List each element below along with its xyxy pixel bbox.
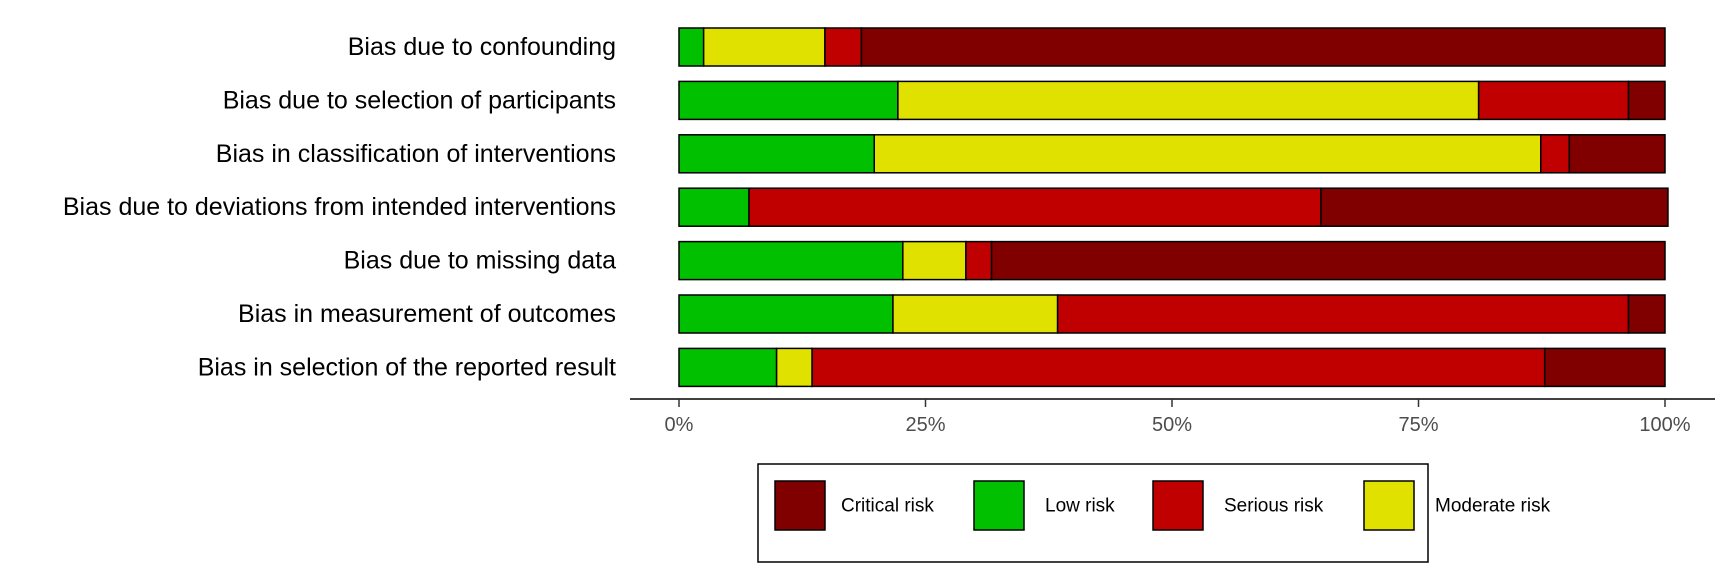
bar-segment-low-risk <box>678 347 778 388</box>
bar-segment-moderate-risk <box>775 347 813 388</box>
bars-group <box>678 27 1669 388</box>
bar-segment-critical-risk <box>1320 187 1669 227</box>
category-label: Bias due to confounding <box>348 33 616 61</box>
x-tick-label: 25% <box>905 414 945 436</box>
bar-segment-critical-risk <box>990 240 1666 281</box>
category-label: Bias in measurement of outcomes <box>238 300 616 328</box>
x-tick-label: 0% <box>665 414 694 436</box>
category-label: Bias in classification of interventions <box>216 140 616 168</box>
bar-segment-low-risk <box>678 134 875 174</box>
x-tick-label: 50% <box>1152 414 1192 436</box>
bar-segment-critical-risk <box>1543 347 1666 388</box>
bar-segment-low-risk <box>678 27 705 67</box>
bar-segment-serious-risk <box>965 240 993 281</box>
legend-key-low-risk <box>973 480 1025 531</box>
bar-segment-serious-risk <box>824 27 863 67</box>
legend-label: Serious risk <box>1224 496 1324 517</box>
bar-segment-low-risk <box>678 294 894 334</box>
bar-segment-critical-risk <box>860 27 1666 67</box>
bar-segment-moderate-risk <box>897 80 1480 121</box>
bar-segment-critical-risk <box>1568 134 1666 174</box>
legend: Critical risk Low risk Serious risk Moderat… <box>757 463 1551 563</box>
bar-segment-serious-risk <box>1540 134 1571 174</box>
bar-segment-low-risk <box>678 240 904 281</box>
legend-key-serious-risk <box>1152 480 1204 531</box>
bar-segment-moderate-risk <box>702 27 826 67</box>
bar-segment-critical-risk <box>1627 80 1666 121</box>
bar-segment-moderate-risk <box>873 134 1542 174</box>
category-label: Bias due to selection of participants <box>223 86 616 114</box>
category-labels: Bias due to confounding Bias due to selec… <box>63 33 616 381</box>
bar-segment-serious-risk <box>811 347 1546 388</box>
legend-label: Low risk <box>1045 496 1115 517</box>
legend-label: Critical risk <box>841 496 934 517</box>
category-label: Bias due to deviations from intended int… <box>63 193 616 221</box>
legend-box <box>757 463 1429 563</box>
bar-segment-moderate-risk <box>902 240 967 281</box>
legend-label: Moderate risk <box>1435 496 1551 517</box>
category-label: Bias in selection of the reported result <box>198 353 616 381</box>
x-axis-ticks: 0% 25% 50% 75% 100% <box>665 399 1691 436</box>
bar-segment-serious-risk <box>1477 80 1630 121</box>
bar-segment-moderate-risk <box>892 294 1059 334</box>
x-tick-label: 100% <box>1639 414 1690 436</box>
legend-key-critical-risk <box>774 480 826 531</box>
bar-segment-serious-risk <box>748 187 1322 227</box>
bar-segment-critical-risk <box>1627 294 1666 334</box>
bar-segment-low-risk <box>678 80 899 121</box>
category-label: Bias due to missing data <box>344 247 616 275</box>
legend-key-moderate-risk <box>1363 480 1415 531</box>
x-tick-label: 75% <box>1398 414 1438 436</box>
bar-segment-serious-risk <box>1056 294 1630 334</box>
bar-segment-low-risk <box>678 187 750 227</box>
